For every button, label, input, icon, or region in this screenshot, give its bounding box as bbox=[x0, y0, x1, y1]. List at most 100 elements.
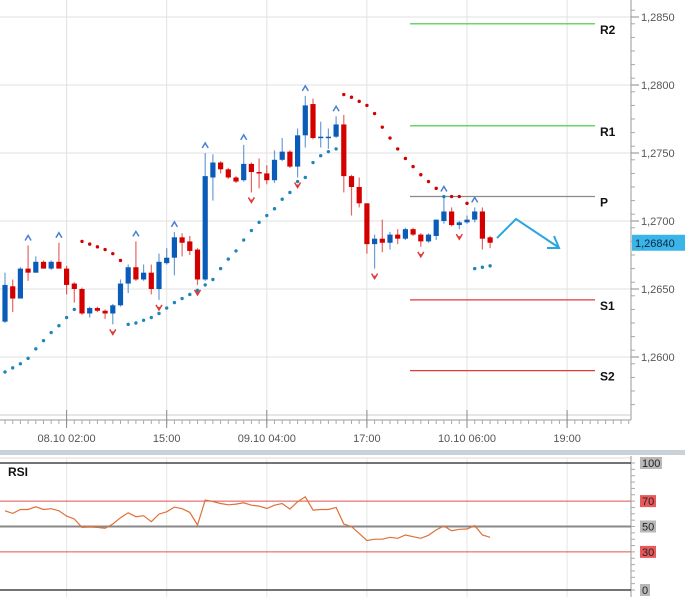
candle-body bbox=[171, 237, 177, 258]
fractal-up-icon bbox=[132, 229, 140, 237]
candle bbox=[418, 233, 424, 247]
sar-dot bbox=[26, 356, 30, 361]
candle-body bbox=[402, 229, 408, 239]
candle bbox=[387, 231, 393, 250]
candle bbox=[464, 215, 470, 224]
candle bbox=[372, 234, 378, 269]
candle-body bbox=[125, 267, 131, 284]
fractal-down-icon bbox=[417, 251, 425, 259]
candle bbox=[395, 229, 401, 245]
candle-body bbox=[225, 169, 231, 178]
sar-dot bbox=[319, 154, 323, 158]
sar-dot bbox=[165, 306, 169, 310]
candle bbox=[295, 128, 301, 178]
sar-dot bbox=[134, 321, 138, 325]
candle bbox=[164, 248, 170, 265]
candle bbox=[141, 264, 147, 281]
candle bbox=[187, 235, 193, 255]
price-tick-label: 1,2600 bbox=[641, 352, 675, 364]
fractal-up-icon bbox=[170, 220, 179, 228]
pivot-label-p: P bbox=[600, 196, 608, 210]
candle bbox=[233, 176, 239, 183]
rsi-tick-label: 0 bbox=[642, 585, 648, 597]
price-tick-label: 1,2750 bbox=[641, 148, 675, 160]
rsi-title: RSI bbox=[8, 465, 28, 479]
candle-body bbox=[218, 162, 224, 170]
sar-dot bbox=[64, 315, 69, 320]
candle-body bbox=[456, 222, 462, 226]
sar-dot bbox=[234, 249, 238, 253]
candle bbox=[79, 287, 85, 315]
sar-dot bbox=[434, 186, 438, 191]
rsi-tick-badge bbox=[640, 545, 656, 558]
candle bbox=[40, 260, 47, 269]
sar-dot bbox=[188, 292, 192, 297]
sar-dot bbox=[195, 288, 200, 293]
rsi-tick-label: 70 bbox=[642, 496, 654, 508]
candle bbox=[56, 242, 62, 269]
candle-body bbox=[464, 219, 470, 223]
candle bbox=[148, 264, 154, 295]
candle-body bbox=[25, 268, 31, 273]
candle bbox=[125, 264, 131, 294]
candle-body bbox=[410, 229, 416, 235]
sar-dot bbox=[488, 264, 492, 268]
sar-dot bbox=[349, 95, 354, 99]
sar-dot bbox=[288, 190, 292, 195]
sar-dot bbox=[11, 366, 15, 370]
rsi-line bbox=[4, 495, 491, 542]
candle-body bbox=[341, 124, 347, 177]
forecast-arrowhead-icon bbox=[547, 235, 561, 249]
candle bbox=[364, 203, 370, 254]
candle-body bbox=[156, 261, 162, 289]
candle bbox=[479, 207, 485, 250]
plot-area bbox=[0, 0, 631, 415]
candle-body bbox=[48, 261, 54, 269]
rsi-tick-label: 30 bbox=[642, 547, 654, 559]
pivot-label-s1: S1 bbox=[600, 299, 615, 313]
fractal-down-icon bbox=[155, 304, 163, 312]
sar-dot bbox=[388, 136, 392, 140]
candle-body bbox=[302, 105, 308, 136]
sar-dot bbox=[295, 179, 300, 184]
candle bbox=[318, 121, 324, 148]
candle-body bbox=[318, 136, 324, 139]
rsi-panel[interactable]: 100 70 50 30 0 bbox=[0, 450, 685, 597]
candle-body bbox=[487, 237, 493, 243]
candle-body bbox=[17, 268, 23, 299]
candle-body bbox=[279, 151, 285, 160]
candle bbox=[25, 245, 31, 281]
candle-body bbox=[164, 257, 170, 264]
candle-body bbox=[295, 135, 301, 167]
time-tick-label: 09.10 04:00 bbox=[238, 433, 296, 445]
rsi-tick-label: 100 bbox=[642, 458, 660, 470]
candle bbox=[171, 231, 177, 276]
sar-dot bbox=[103, 247, 107, 252]
rsi-tick-badge bbox=[640, 584, 650, 596]
current-price-label: 1,26840 bbox=[635, 238, 675, 250]
price-panel[interactable]: 1,2850 1,2800 1,2750 1,2700 1,2650 1,2600 08.1… bbox=[0, 0, 685, 445]
candle-body bbox=[148, 272, 154, 289]
candle-body bbox=[79, 289, 85, 314]
candle-body bbox=[110, 305, 116, 314]
sar-dot bbox=[265, 213, 269, 218]
candle-body bbox=[56, 261, 62, 269]
candle-body bbox=[425, 234, 432, 242]
candle-body bbox=[395, 234, 401, 239]
candle bbox=[87, 306, 93, 318]
candle-body bbox=[2, 284, 8, 322]
candle bbox=[179, 233, 185, 257]
candle bbox=[71, 282, 77, 303]
candle bbox=[264, 165, 270, 185]
sar-dot bbox=[57, 324, 61, 328]
candle-body bbox=[441, 211, 447, 221]
candle bbox=[441, 196, 447, 224]
candle-body bbox=[233, 177, 239, 182]
candle-body bbox=[87, 308, 93, 314]
candle-body bbox=[348, 176, 355, 187]
candle bbox=[133, 241, 139, 281]
sar-dot bbox=[326, 149, 331, 154]
candle-body bbox=[71, 283, 77, 289]
candle bbox=[156, 253, 162, 300]
rsi-tick-badge bbox=[640, 520, 656, 533]
